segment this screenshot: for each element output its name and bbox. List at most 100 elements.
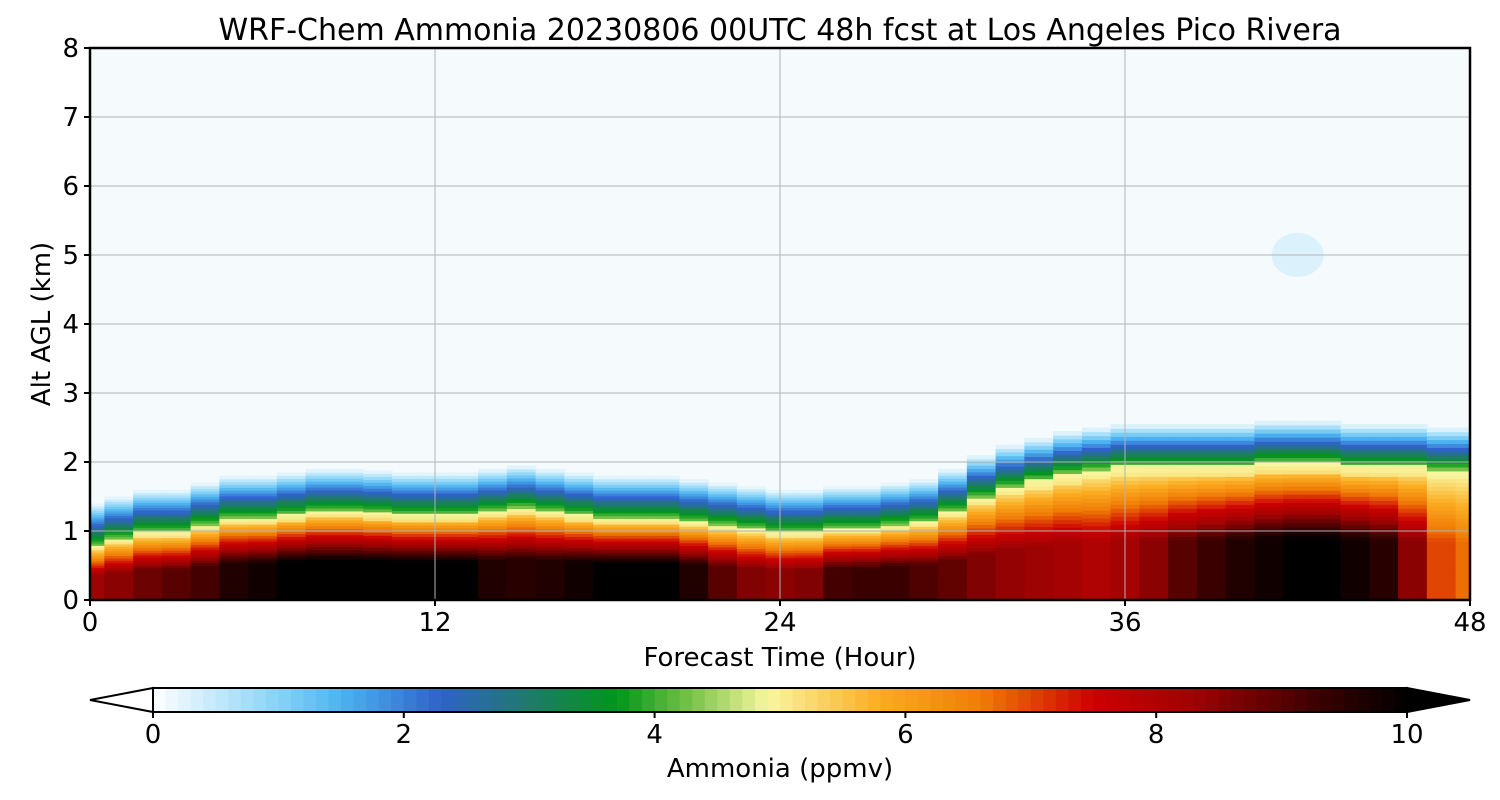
field-cell <box>248 526 278 531</box>
field-cell <box>1081 427 1112 433</box>
field-cell <box>161 547 192 551</box>
field-cell <box>1225 540 1256 545</box>
field-cell <box>995 504 1026 510</box>
colorbar-segment <box>416 688 430 712</box>
field-cell <box>1311 579 1342 585</box>
field-cell <box>1081 486 1112 492</box>
field-cell <box>1311 514 1342 520</box>
field-cell <box>535 564 566 569</box>
field-cell <box>90 525 106 529</box>
field-cell <box>909 525 939 530</box>
field-cell <box>1283 498 1313 503</box>
field-cell <box>1024 585 1054 590</box>
field-cell <box>1369 572 1399 577</box>
field-cell <box>1168 588 1198 593</box>
field-cell <box>736 556 767 560</box>
field-cell <box>1455 458 1470 464</box>
colorbar-segment <box>1394 688 1408 712</box>
field-cell <box>449 530 479 535</box>
field-cell <box>1426 572 1457 578</box>
field-cell <box>1369 548 1399 553</box>
field-cell <box>880 592 911 596</box>
field-cell <box>938 585 968 589</box>
field-cell <box>90 571 106 575</box>
field-cell <box>219 540 249 545</box>
field-cell <box>1283 493 1313 499</box>
field-cell <box>334 516 364 521</box>
field-cell <box>1254 440 1284 446</box>
field-cell <box>851 496 882 500</box>
field-cell <box>909 580 939 585</box>
field-cell <box>1254 542 1284 548</box>
field-cell <box>1311 526 1342 532</box>
field-cell <box>1168 468 1198 473</box>
field-cell <box>938 564 968 569</box>
field-cell <box>1081 588 1112 593</box>
field-cell <box>1311 477 1342 483</box>
field-cell <box>104 567 134 571</box>
field-cell <box>1081 462 1112 468</box>
field-cell <box>1426 474 1457 480</box>
field-cell <box>880 565 911 569</box>
field-cell <box>1426 431 1457 437</box>
field-cell <box>851 548 882 552</box>
colorbar-segment <box>616 688 631 712</box>
field-cell <box>995 511 1026 517</box>
field-cell <box>1398 540 1428 545</box>
field-cell <box>1369 584 1399 589</box>
field-cell <box>736 545 767 550</box>
field-cell <box>938 534 968 539</box>
colorbar-segment <box>943 688 957 712</box>
colorbar-segment <box>466 688 480 712</box>
field-cell <box>708 504 738 508</box>
field-cell <box>1196 472 1227 477</box>
field-cell <box>1196 436 1227 441</box>
field-cell <box>104 520 134 524</box>
field-cell <box>248 515 278 519</box>
field-cell <box>1053 450 1083 455</box>
field-cell <box>1455 494 1470 499</box>
field-cell <box>535 474 566 479</box>
field-cell <box>593 518 623 522</box>
field-cell <box>1369 508 1399 513</box>
field-cell <box>1369 456 1399 461</box>
field-cell <box>305 498 336 503</box>
field-cell <box>1426 482 1457 488</box>
field-cell <box>305 519 336 524</box>
field-cell <box>995 462 1026 467</box>
field-cell <box>506 590 537 595</box>
field-cell <box>679 531 709 535</box>
field-cell <box>880 485 911 489</box>
field-cell <box>1398 524 1428 529</box>
field-cell <box>305 501 336 506</box>
field-cell <box>1139 556 1169 561</box>
field-cell <box>1254 432 1284 438</box>
field-cell <box>535 513 566 518</box>
field-cell <box>1053 561 1083 567</box>
field-cell <box>1225 504 1256 509</box>
field-cell <box>1426 501 1457 507</box>
field-cell <box>1283 469 1313 475</box>
field-cell <box>1426 470 1457 476</box>
field-cell <box>104 524 134 528</box>
field-cell <box>1311 547 1342 552</box>
field-cell <box>363 520 393 525</box>
field-cell <box>90 509 106 513</box>
field-cell <box>995 465 1026 471</box>
field-cell <box>1254 551 1284 556</box>
field-cell <box>391 594 422 598</box>
field-cell <box>909 569 939 574</box>
field-cell <box>708 485 738 489</box>
field-cell <box>823 512 853 516</box>
field-cell <box>1168 576 1198 581</box>
field-cell <box>880 562 911 567</box>
colorbar-segment <box>679 688 693 712</box>
field-cell <box>794 594 824 599</box>
field-cell <box>1196 480 1227 485</box>
field-cell <box>219 563 249 567</box>
field-cell <box>305 597 336 600</box>
field-cell <box>1168 520 1198 525</box>
field-cell <box>794 587 824 591</box>
field-cell <box>1254 571 1284 577</box>
field-cell <box>995 518 1026 524</box>
